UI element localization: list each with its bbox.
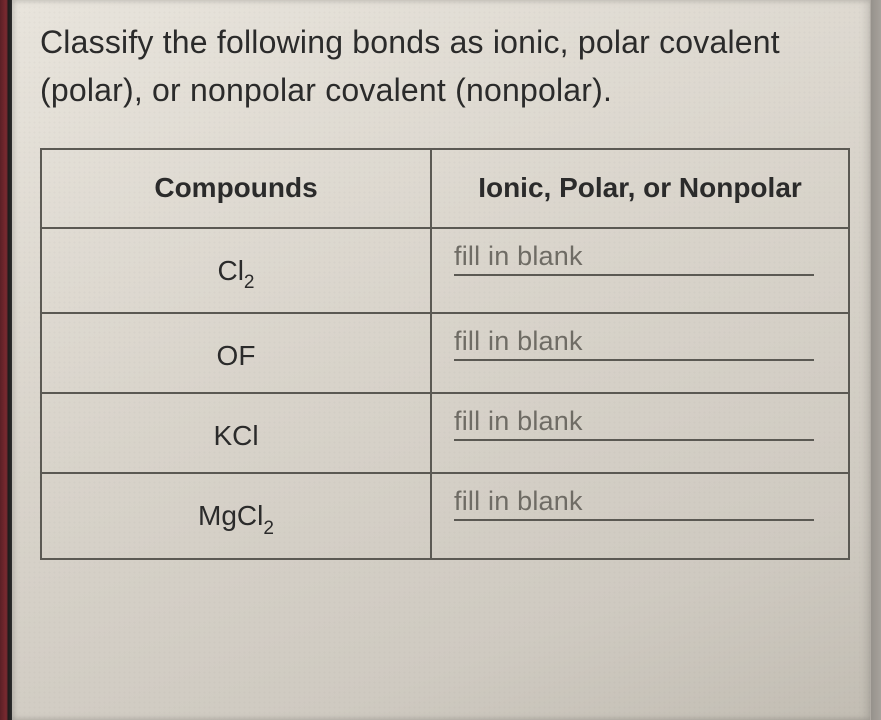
underline bbox=[454, 519, 814, 521]
answer-placeholder: fill in blank bbox=[454, 326, 814, 361]
table-row: MgCl2 fill in blank bbox=[41, 473, 849, 559]
compound-cell: MgCl2 bbox=[41, 473, 431, 559]
page-surface: Classify the following bonds as ionic, p… bbox=[12, 0, 870, 720]
answer-cell[interactable]: fill in blank bbox=[431, 313, 849, 393]
answer-blank[interactable]: fill in blank bbox=[454, 406, 814, 441]
classification-table: Compounds Ionic, Polar, or Nonpolar Cl2 … bbox=[40, 148, 850, 560]
underline bbox=[454, 274, 814, 276]
table-row: OF fill in blank bbox=[41, 313, 849, 393]
table-row: KCl fill in blank bbox=[41, 393, 849, 473]
table-row: Cl2 fill in blank bbox=[41, 228, 849, 314]
answer-cell[interactable]: fill in blank bbox=[431, 473, 849, 559]
table-body: Cl2 fill in blank OF fill in blank bbox=[41, 228, 849, 559]
answer-placeholder: fill in blank bbox=[454, 241, 814, 276]
answer-cell[interactable]: fill in blank bbox=[431, 393, 849, 473]
compound-cell: OF bbox=[41, 313, 431, 393]
answer-placeholder: fill in blank bbox=[454, 486, 814, 521]
answer-blank[interactable]: fill in blank bbox=[454, 486, 814, 521]
answer-cell[interactable]: fill in blank bbox=[431, 228, 849, 314]
compound-cell: Cl2 bbox=[41, 228, 431, 314]
table-header-row: Compounds Ionic, Polar, or Nonpolar bbox=[41, 149, 849, 228]
answer-placeholder: fill in blank bbox=[454, 406, 814, 441]
compound-cell: KCl bbox=[41, 393, 431, 473]
underline bbox=[454, 359, 814, 361]
page-right-shadow bbox=[871, 0, 881, 720]
header-compounds: Compounds bbox=[41, 149, 431, 228]
header-classification: Ionic, Polar, or Nonpolar bbox=[431, 149, 849, 228]
question-prompt: Classify the following bonds as ionic, p… bbox=[40, 18, 842, 114]
underline bbox=[454, 439, 814, 441]
answer-blank[interactable]: fill in blank bbox=[454, 326, 814, 361]
answer-blank[interactable]: fill in blank bbox=[454, 241, 814, 276]
